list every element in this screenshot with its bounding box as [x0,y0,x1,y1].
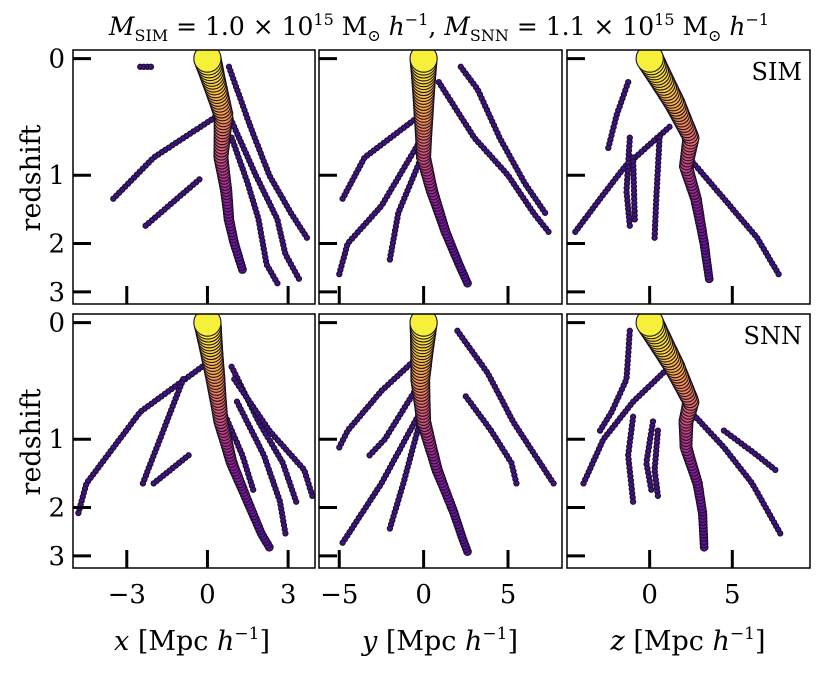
x-tick-label: −5 [320,580,358,610]
panel-snn-y: −5 0 5 [318,313,563,610]
panel-frame [72,49,316,305]
panel-snn-z: 0 5 SNN [566,313,811,610]
x-tick-label: 3 [280,580,297,610]
halo-markers [75,314,315,552]
halo-marker [193,314,222,337]
panel-frame [318,313,563,569]
halo-marker [572,228,579,235]
halo-marker [150,480,157,487]
halo-markers [110,50,311,287]
y-tick-label: 3 [48,542,65,572]
halo-marker [142,222,149,229]
halo-marker [772,466,779,474]
halo-marker [409,314,438,337]
halo-marker [513,480,520,487]
halo-marker [75,509,82,517]
y-tick-label: 1 [48,161,65,191]
panel-snn-x: 0 1 2 3 −3 0 3 [48,309,316,610]
x-tick-label: 0 [199,580,216,610]
halo-marker [545,228,552,235]
figure-title: MSIM = 1.0 × 1015 M⊙ h−1, MSNN = 1.1 × 1… [108,10,769,45]
halo-marker [339,195,346,202]
panel-sim-z: SIM [566,49,811,305]
halo-markers [580,314,784,552]
halo-marker [775,270,782,278]
panel-label-snn: SNN [744,322,802,350]
y-tick-label: 0 [48,309,65,339]
x-tick-label: 0 [415,580,432,610]
halo-marker [293,498,300,505]
halo-marker [631,216,638,223]
halo-marker [580,480,587,487]
y-axis-title-top: redshift [16,124,47,231]
halo-marker [336,270,343,278]
y-tick-label: 1 [48,425,65,455]
panel-frame [566,49,811,305]
y-tick-label: 3 [48,278,65,308]
halo-markers [336,50,552,288]
halo-marker [386,256,394,263]
y-tick-label: 2 [48,229,65,259]
halo-marker [295,275,303,282]
x-tick-label: 5 [724,580,741,610]
panel-sim-x: 0 1 2 3 [48,45,316,308]
halo-marker [626,222,633,229]
x-tick-label: 0 [641,580,658,610]
halo-marker [635,50,664,73]
halo-marker [541,209,549,216]
y-axis-title-bottom: redshift [16,388,47,495]
panel-label-sim: SIM [752,58,803,86]
x-axis-title-x: x [Mpc h−1] [114,624,270,657]
halo-marker [596,427,604,434]
x-axis-title-y: y [Mpc h−1] [361,624,518,657]
halo-marker [777,530,784,537]
halo-marker [336,444,343,451]
y-tick-label: 2 [48,493,65,523]
halo-marker [110,195,117,202]
halo-marker [648,486,655,493]
panel-frame [72,313,316,569]
halo-marker [309,492,315,499]
halo-marker [303,234,311,241]
halo-markers [572,50,782,284]
panel-frame [566,313,811,569]
y-tick-label: 0 [48,45,65,75]
halo-marker [651,234,658,241]
halo-marker [605,144,612,152]
panel-sim-y [318,49,563,305]
halo-marker [274,280,281,287]
halo-marker [635,314,664,337]
halo-marker [550,480,557,487]
halo-marker [282,530,289,537]
halo-marker [629,498,637,505]
halo-marker [250,486,257,493]
halo-marker [654,492,662,499]
halo-marker [147,63,155,70]
halo-marker [193,50,222,73]
halo-marker [139,480,147,487]
panel-frame [318,49,563,305]
x-axis-title-z: z [Mpc h−1] [610,624,766,657]
x-tick-label: 5 [500,580,517,610]
halo-marker [386,525,394,532]
halo-markers [336,314,557,556]
halo-marker [409,50,438,73]
halo-marker [366,452,373,459]
x-tick-label: −3 [108,580,146,610]
halo-marker [339,539,346,546]
